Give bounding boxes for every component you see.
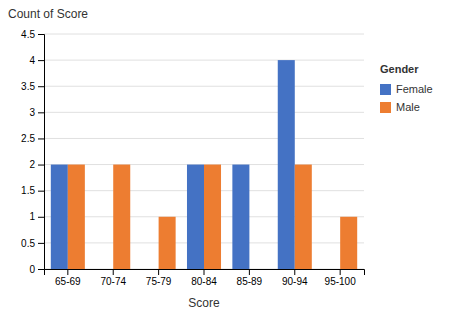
x-tick: 70-74 <box>100 269 126 287</box>
grid-line <box>44 138 364 139</box>
grid-line <box>44 86 364 87</box>
bar <box>232 165 249 269</box>
grid-line <box>44 60 364 61</box>
y-tick: 1.5 <box>21 185 44 196</box>
bar <box>278 60 295 269</box>
y-tick-line <box>38 60 44 61</box>
x-tick: 75-79 <box>146 269 172 287</box>
bar <box>68 165 85 269</box>
y-tick-label: 2.5 <box>21 133 35 144</box>
bar <box>295 165 312 269</box>
y-tick: 3.5 <box>21 81 44 92</box>
bar <box>187 165 204 269</box>
x-tick-line <box>294 269 295 275</box>
x-tick-label: 80-84 <box>191 276 217 287</box>
x-tick-line <box>158 269 159 275</box>
y-tick-line <box>38 165 44 166</box>
y-tick: 2.5 <box>21 133 44 144</box>
chart-svg: 0 0.5 1 1.5 2 2.5 3 3.5 4 4.5 65-69 70-74 75-79 80-84… <box>0 0 474 319</box>
y-tick-label: 0.5 <box>21 238 35 249</box>
x-tick-label: 75-79 <box>146 276 172 287</box>
x-tick-line <box>340 269 341 275</box>
x-tick: 65-69 <box>55 269 81 287</box>
y-tick-label: 1.5 <box>21 185 35 196</box>
legend-title: Gender <box>380 63 419 75</box>
y-tick-line <box>38 243 44 244</box>
legend-item: Female <box>380 83 433 95</box>
y-tick-label: 2 <box>29 159 35 170</box>
chart-container: 0 0.5 1 1.5 2 2.5 3 3.5 4 4.5 65-69 70-74 75-79 80-84… <box>0 0 474 319</box>
x-tick-line <box>67 269 68 275</box>
legend: Gender Female Male <box>380 63 433 114</box>
bar <box>204 165 221 269</box>
plot-area: 0 0.5 1 1.5 2 2.5 3 3.5 4 4.5 65-69 70-74 75-79 80-84… <box>21 29 364 287</box>
bar-series <box>68 165 357 269</box>
y-tick: 4.5 <box>21 29 44 40</box>
y-tick: 2 <box>29 159 44 170</box>
x-tick-label: 65-69 <box>55 276 81 287</box>
y-tick-line <box>38 34 44 35</box>
bar <box>340 217 357 269</box>
bar <box>51 165 68 269</box>
y-tick-line <box>38 191 44 192</box>
x-tick-label: 95-100 <box>325 276 357 287</box>
x-tick-label: 70-74 <box>100 276 126 287</box>
x-axis-label: Score <box>188 296 220 310</box>
y-tick-label: 3.5 <box>21 81 35 92</box>
y-axis-label: Count of Score <box>8 7 88 21</box>
x-tick: 90-94 <box>282 269 308 287</box>
legend-swatch <box>380 102 391 113</box>
y-axis: 0 0.5 1 1.5 2 2.5 3 3.5 4 4.5 <box>21 29 44 275</box>
legend-swatch <box>380 84 391 95</box>
x-tick: 80-84 <box>191 269 217 287</box>
legend-label: Female <box>396 83 433 95</box>
bar <box>113 165 130 269</box>
y-tick-label: 3 <box>29 107 35 118</box>
y-tick-label: 1 <box>29 211 35 222</box>
y-tick: 1 <box>29 211 44 222</box>
y-tick-line <box>38 86 44 87</box>
legend-item: Male <box>380 101 420 113</box>
bars <box>51 60 357 269</box>
bar <box>249 269 266 270</box>
x-tick-label: 90-94 <box>282 276 308 287</box>
y-tick: 0 <box>29 264 44 275</box>
bar <box>96 269 113 270</box>
legend-label: Male <box>396 101 420 113</box>
bar-series <box>51 60 295 269</box>
y-tick-line <box>38 217 44 218</box>
x-axis: 65-69 70-74 75-79 80-84 85-89 90-94 95-100 <box>45 269 365 287</box>
y-tick: 0.5 <box>21 238 44 249</box>
y-tick-line <box>38 138 44 139</box>
y-tick: 3 <box>29 107 44 118</box>
grid-line <box>44 34 364 35</box>
y-tick-line <box>38 269 44 270</box>
x-tick-label: 85-89 <box>237 276 263 287</box>
y-tick: 4 <box>29 55 44 66</box>
grid-line <box>44 112 364 113</box>
x-axis-line <box>45 270 365 276</box>
y-tick-label: 4 <box>29 55 35 66</box>
x-tick-line <box>113 269 114 275</box>
y-tick-line <box>38 112 44 113</box>
x-tick-line <box>204 269 205 275</box>
x-tick: 85-89 <box>237 269 263 287</box>
y-tick-label: 4.5 <box>21 29 35 40</box>
bar <box>159 217 176 269</box>
bar <box>323 269 340 270</box>
x-tick-line <box>249 269 250 275</box>
x-tick: 95-100 <box>325 269 357 287</box>
y-axis-line <box>38 35 45 270</box>
grid <box>44 34 364 269</box>
y-tick-label: 0 <box>29 264 35 275</box>
bar <box>142 269 159 270</box>
